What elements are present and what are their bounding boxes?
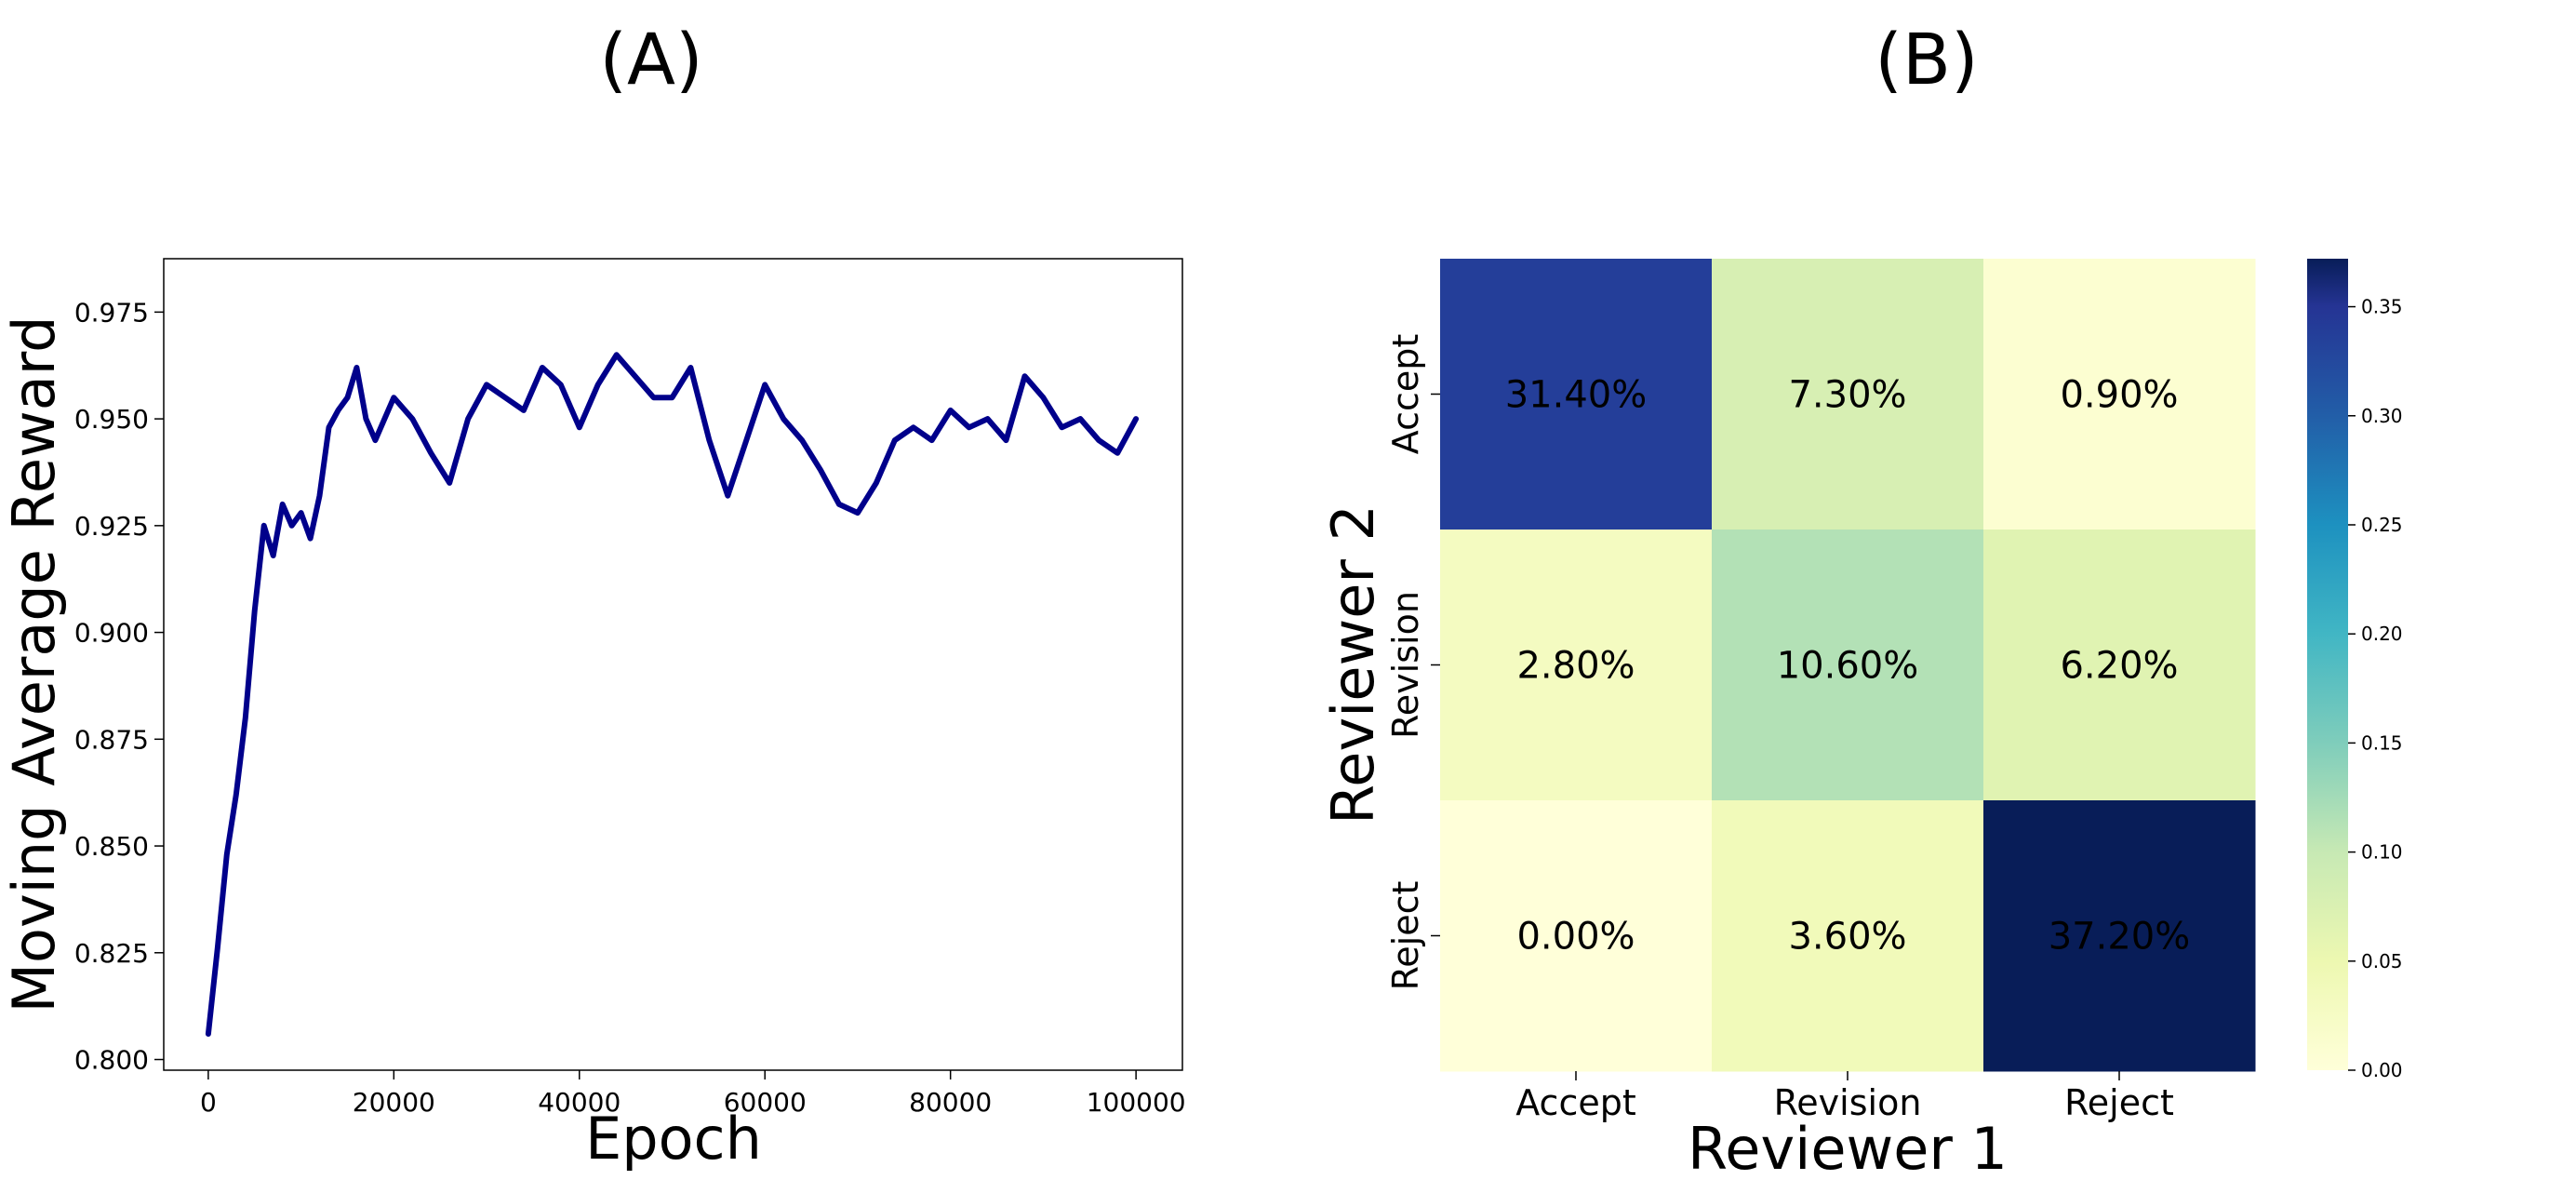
y-axis-ticks: Accept Revision Reject	[1385, 334, 1440, 991]
heatmap: 31.40% 7.30% 0.90% 2.80% 10.60% 6.20% 0.00% 3.6…	[1319, 259, 2403, 1180]
colorbar-tick-label: 0.15	[2361, 731, 2403, 754]
colorbar	[2307, 259, 2348, 1070]
y-tick-label: Reject	[1385, 881, 1426, 991]
colorbar-tick-label: 0.10	[2361, 841, 2403, 864]
y-tick-label: 0.950	[74, 404, 149, 435]
x-tick-label: 60000	[724, 1087, 807, 1118]
cell-value-label: 10.60%	[1777, 645, 1919, 688]
y-tick-label: 0.975	[74, 297, 149, 328]
x-axis-ticks: Accept Revision Reject	[1515, 1071, 2174, 1123]
panel-a-label: (A)	[599, 18, 702, 101]
cell-value-label: 37.20%	[2049, 916, 2191, 959]
x-tick-label: Accept	[1515, 1082, 1636, 1123]
heatmap-cell	[1712, 800, 1984, 1072]
line-chart: 0.800 0.825 0.850 0.875 0.900 0.925 0.950 0.975…	[0, 258, 1186, 1173]
cell-value-label: 2.80%	[1516, 645, 1635, 688]
cell-value-label: 0.90%	[2060, 374, 2178, 417]
colorbar-tick-label: 0.20	[2361, 623, 2403, 645]
x-axis-ticks: 0 20000 40000 60000 80000 100000	[200, 1070, 1186, 1118]
colorbar-tick-label: 0.25	[2361, 514, 2403, 536]
y-tick-label: 0.900	[74, 618, 149, 649]
heatmap-cell	[1440, 259, 1713, 530]
heatmap-cell	[1712, 530, 1984, 801]
heatmap-cell	[1440, 800, 1713, 1072]
plot-frame	[163, 258, 1183, 1071]
x-tick-label: 80000	[909, 1087, 992, 1118]
x-tick-label: 0	[200, 1087, 217, 1118]
colorbar-tick-label: 0.35	[2361, 296, 2403, 318]
y-tick-label: 0.800	[74, 1045, 149, 1076]
y-axis-label: Moving Average Reward	[0, 316, 68, 1013]
x-tick-label: 100000	[1087, 1087, 1186, 1118]
y-tick-label: 0.875	[74, 724, 149, 755]
y-tick-label: 0.825	[74, 938, 149, 969]
x-tick-label: Revision	[1774, 1082, 1922, 1123]
heatmap-cell	[1440, 530, 1713, 801]
x-tick-label: Reject	[2064, 1082, 2174, 1123]
cell-value-label: 3.60%	[1788, 916, 1906, 959]
heatmap-cell	[1983, 530, 2256, 801]
x-tick-label: 20000	[353, 1087, 435, 1118]
colorbar-tick-label: 0.00	[2361, 1059, 2403, 1081]
cell-value-label: 31.40%	[1505, 374, 1648, 417]
x-axis-label: Epoch	[585, 1105, 762, 1173]
x-tick-label: 40000	[538, 1087, 621, 1118]
heatmap-cells: 31.40% 7.30% 0.90% 2.80% 10.60% 6.20% 0.00% 3.6…	[1440, 259, 2256, 1072]
x-axis-label: Reviewer 1	[1688, 1115, 2008, 1180]
cell-value-label: 7.30%	[1788, 374, 1906, 417]
y-axis-ticks: 0.800 0.825 0.850 0.875 0.900 0.925 0.950 0.975	[74, 297, 164, 1076]
panel-b-label: (B)	[1875, 18, 1978, 101]
y-axis-label: Reviewer 2	[1319, 504, 1387, 825]
heatmap-cell	[1712, 259, 1984, 530]
series-line	[205, 352, 1140, 1037]
y-tick-label: 0.925	[74, 511, 149, 542]
y-tick-label: Accept	[1385, 334, 1426, 455]
colorbar-tick-label: 0.05	[2361, 950, 2403, 972]
colorbar-tick-label: 0.30	[2361, 405, 2403, 427]
heatmap-cell	[1983, 800, 2256, 1072]
y-tick-label: 0.850	[74, 831, 149, 862]
cell-value-label: 0.00%	[1516, 916, 1635, 959]
cell-value-label: 6.20%	[2060, 645, 2178, 688]
colorbar-ticks: 0.00 0.05 0.10 0.15 0.20 0.25 0.30 0.35	[2348, 296, 2403, 1081]
y-tick-label: Revision	[1385, 591, 1426, 739]
heatmap-cell	[1983, 259, 2256, 530]
